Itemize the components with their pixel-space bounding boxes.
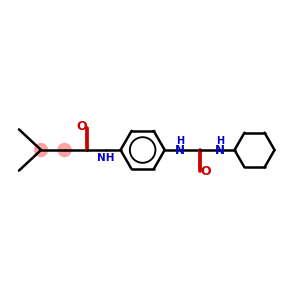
Text: H: H xyxy=(176,136,184,146)
Circle shape xyxy=(34,143,47,157)
Text: NH: NH xyxy=(97,153,115,163)
Text: O: O xyxy=(76,120,87,133)
Text: N: N xyxy=(175,143,185,157)
Text: H: H xyxy=(216,136,224,146)
Text: O: O xyxy=(201,165,211,178)
Text: N: N xyxy=(215,143,225,157)
Circle shape xyxy=(58,143,71,157)
